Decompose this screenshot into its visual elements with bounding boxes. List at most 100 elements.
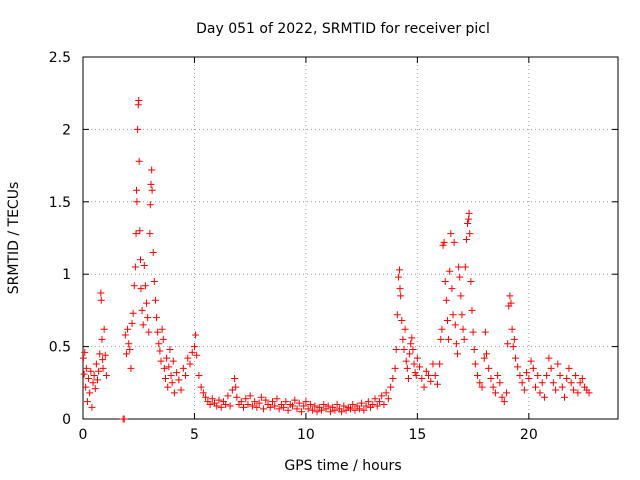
data-point — [324, 402, 332, 410]
data-point — [120, 415, 128, 423]
data-point — [148, 166, 156, 174]
data-point — [90, 372, 98, 380]
data-point — [391, 364, 399, 372]
data-point — [460, 335, 468, 343]
data-point — [481, 328, 489, 336]
data-point — [431, 372, 439, 380]
data-point — [126, 345, 134, 353]
data-point — [190, 343, 198, 351]
x-tick-label: 10 — [297, 427, 315, 443]
data-point — [82, 383, 90, 391]
data-point — [384, 395, 392, 403]
data-point — [480, 354, 488, 362]
data-point — [268, 398, 276, 406]
data-point — [138, 306, 146, 314]
data-point — [514, 363, 522, 371]
y-tick-label: 2 — [62, 122, 71, 138]
data-point — [455, 263, 463, 271]
data-point — [146, 201, 154, 209]
data-point — [143, 299, 151, 307]
data-point — [121, 331, 129, 339]
data-point — [351, 406, 359, 414]
y-tick-label: 0.5 — [49, 340, 71, 356]
data-point — [130, 282, 138, 290]
data-point — [418, 374, 426, 382]
data-point — [151, 296, 159, 304]
data-point — [91, 385, 99, 393]
data-point — [99, 356, 107, 364]
data-point — [543, 372, 551, 380]
data-point — [422, 367, 430, 375]
data-point — [169, 357, 177, 365]
data-point — [246, 392, 254, 400]
data-point — [124, 325, 132, 333]
data-point — [407, 340, 415, 348]
data-point — [156, 347, 164, 355]
data-point — [101, 351, 109, 359]
data-point — [399, 335, 407, 343]
y-tick-label: 2.5 — [49, 50, 71, 66]
data-point — [224, 392, 232, 400]
data-point — [396, 266, 404, 274]
data-point — [161, 374, 169, 382]
data-point — [137, 285, 145, 293]
data-point — [193, 351, 201, 359]
data-point — [231, 374, 239, 382]
data-point — [401, 325, 409, 333]
data-point — [398, 317, 406, 325]
data-point — [202, 393, 210, 401]
data-point — [80, 370, 88, 378]
data-point — [420, 383, 428, 391]
data-point — [413, 354, 421, 362]
data-point — [188, 348, 196, 356]
data-point — [358, 399, 366, 407]
data-point — [140, 262, 148, 270]
data-point — [545, 354, 553, 362]
data-point — [145, 328, 153, 336]
data-point — [97, 289, 105, 297]
data-point — [459, 325, 467, 333]
data-point — [97, 296, 105, 304]
data-point — [275, 405, 283, 413]
data-point — [232, 383, 240, 391]
data-point — [293, 405, 301, 413]
data-point — [406, 350, 414, 358]
data-point — [159, 335, 167, 343]
data-point — [166, 345, 174, 353]
data-point — [552, 386, 560, 394]
data-point — [237, 398, 245, 406]
data-point — [396, 285, 404, 293]
data-point — [149, 248, 157, 256]
data-point — [561, 393, 568, 401]
data-point — [355, 405, 363, 413]
data-point — [518, 379, 526, 387]
data-point — [394, 273, 402, 281]
data-point — [98, 335, 106, 343]
data-point — [516, 372, 524, 380]
data-point — [462, 235, 470, 243]
data-point — [491, 389, 499, 397]
data-point — [302, 398, 310, 406]
data-point — [306, 401, 314, 409]
y-axis-label: SRMTID / TECUs — [6, 182, 22, 295]
data-point — [82, 364, 90, 372]
data-point — [173, 369, 181, 377]
data-point — [87, 367, 95, 375]
data-point — [251, 398, 259, 406]
data-point — [474, 372, 482, 380]
data-point — [132, 230, 140, 238]
data-point — [556, 372, 564, 380]
data-point — [333, 401, 341, 409]
data-point — [347, 405, 354, 413]
data-point — [228, 386, 236, 394]
data-point — [572, 372, 580, 380]
data-point — [416, 363, 424, 371]
data-point — [466, 230, 474, 238]
data-point — [443, 317, 451, 325]
data-point — [266, 403, 274, 411]
data-point — [438, 325, 446, 333]
data-point — [318, 406, 326, 414]
data-point — [532, 383, 540, 391]
data-point — [85, 374, 93, 382]
